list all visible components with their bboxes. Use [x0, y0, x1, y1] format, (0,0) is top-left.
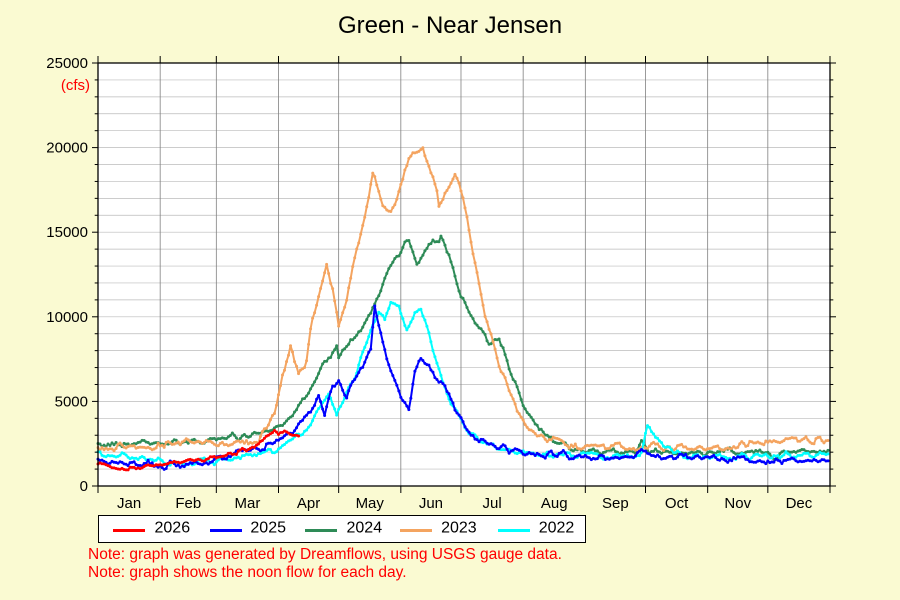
svg-text:Dec: Dec — [786, 495, 813, 512]
svg-text:20000: 20000 — [46, 140, 88, 157]
svg-text:Jan: Jan — [117, 495, 141, 512]
svg-text:25000: 25000 — [46, 55, 88, 72]
svg-text:Aug: Aug — [541, 495, 568, 512]
svg-text:Apr: Apr — [297, 495, 320, 512]
svg-text:15000: 15000 — [46, 224, 88, 241]
svg-text:Oct: Oct — [665, 495, 689, 512]
svg-text:(cfs): (cfs) — [61, 77, 90, 94]
svg-text:Nov: Nov — [724, 495, 751, 512]
svg-text:Sep: Sep — [602, 495, 629, 512]
svg-text:0: 0 — [80, 478, 88, 495]
svg-text:May: May — [356, 495, 385, 512]
svg-text:Jun: Jun — [419, 495, 443, 512]
svg-text:10000: 10000 — [46, 309, 88, 326]
svg-text:Mar: Mar — [234, 495, 260, 512]
svg-text:Feb: Feb — [175, 495, 201, 512]
svg-text:5000: 5000 — [55, 393, 88, 410]
svg-text:Jul: Jul — [482, 495, 501, 512]
